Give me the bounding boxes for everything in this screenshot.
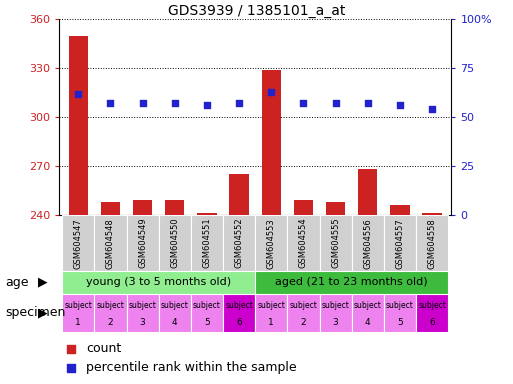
Text: GSM604556: GSM604556 bbox=[363, 218, 372, 268]
Bar bbox=[94, 294, 127, 332]
Bar bbox=[287, 294, 320, 332]
Text: GSM604547: GSM604547 bbox=[74, 218, 83, 268]
Bar bbox=[255, 294, 287, 332]
Point bbox=[364, 100, 372, 106]
Text: subject: subject bbox=[129, 301, 156, 310]
Bar bbox=[223, 294, 255, 332]
Point bbox=[67, 346, 75, 352]
Text: GSM604553: GSM604553 bbox=[267, 218, 276, 268]
Bar bbox=[159, 294, 191, 332]
Bar bbox=[198, 214, 216, 215]
Text: GSM604558: GSM604558 bbox=[428, 218, 437, 268]
Point bbox=[67, 365, 75, 371]
Bar bbox=[287, 215, 320, 271]
Bar bbox=[159, 215, 191, 271]
Text: GSM604557: GSM604557 bbox=[396, 218, 404, 268]
Point bbox=[267, 89, 275, 95]
Text: 5: 5 bbox=[204, 318, 210, 327]
Bar bbox=[390, 205, 409, 215]
Bar bbox=[384, 215, 416, 271]
Text: GSM604549: GSM604549 bbox=[138, 218, 147, 268]
Text: 6: 6 bbox=[236, 318, 242, 327]
Text: GSM604550: GSM604550 bbox=[170, 218, 180, 268]
Point bbox=[171, 100, 179, 106]
Bar bbox=[352, 294, 384, 332]
Text: subject: subject bbox=[289, 301, 318, 310]
Bar bbox=[191, 294, 223, 332]
Bar bbox=[62, 215, 94, 271]
Bar bbox=[127, 294, 159, 332]
Point bbox=[300, 100, 308, 106]
Text: 1: 1 bbox=[268, 318, 274, 327]
Text: aged (21 to 23 months old): aged (21 to 23 months old) bbox=[275, 277, 428, 287]
Point bbox=[235, 100, 243, 106]
Bar bbox=[416, 294, 448, 332]
Text: subject: subject bbox=[258, 301, 285, 310]
Text: 6: 6 bbox=[429, 318, 435, 327]
Text: subject: subject bbox=[64, 301, 92, 310]
Text: ▶: ▶ bbox=[38, 306, 47, 319]
Bar bbox=[262, 70, 281, 215]
Text: 5: 5 bbox=[397, 318, 403, 327]
Text: GSM604548: GSM604548 bbox=[106, 218, 115, 268]
Point bbox=[106, 100, 114, 106]
Text: 4: 4 bbox=[365, 318, 370, 327]
Bar bbox=[352, 215, 384, 271]
Point bbox=[74, 91, 83, 97]
Bar bbox=[320, 294, 352, 332]
Bar bbox=[294, 200, 313, 215]
Bar bbox=[62, 294, 94, 332]
Text: 3: 3 bbox=[333, 318, 339, 327]
Text: subject: subject bbox=[354, 301, 382, 310]
Bar bbox=[358, 169, 378, 215]
Text: specimen: specimen bbox=[5, 306, 66, 319]
Text: percentile rank within the sample: percentile rank within the sample bbox=[87, 361, 297, 374]
Point bbox=[203, 102, 211, 108]
Text: 2: 2 bbox=[108, 318, 113, 327]
Bar bbox=[94, 215, 127, 271]
Text: age: age bbox=[5, 276, 29, 289]
Bar bbox=[127, 215, 159, 271]
Text: 2: 2 bbox=[301, 318, 306, 327]
Bar bbox=[101, 202, 120, 215]
Bar bbox=[255, 215, 287, 271]
Bar bbox=[320, 215, 352, 271]
Point bbox=[428, 106, 436, 113]
Bar bbox=[326, 202, 345, 215]
Text: subject: subject bbox=[161, 301, 189, 310]
Bar bbox=[191, 215, 223, 271]
Bar bbox=[165, 200, 185, 215]
Point bbox=[331, 100, 340, 106]
Text: GSM604551: GSM604551 bbox=[203, 218, 211, 268]
Text: GSM604552: GSM604552 bbox=[234, 218, 244, 268]
Bar bbox=[69, 36, 88, 215]
Bar bbox=[423, 214, 442, 215]
Text: subject: subject bbox=[96, 301, 124, 310]
Text: 1: 1 bbox=[75, 318, 81, 327]
Bar bbox=[229, 174, 249, 215]
Bar bbox=[255, 271, 448, 294]
Text: 4: 4 bbox=[172, 318, 177, 327]
Text: subject: subject bbox=[418, 301, 446, 310]
Text: GSM604555: GSM604555 bbox=[331, 218, 340, 268]
Bar bbox=[133, 200, 152, 215]
Bar bbox=[223, 215, 255, 271]
Point bbox=[139, 100, 147, 106]
Text: ▶: ▶ bbox=[38, 276, 47, 289]
Bar bbox=[62, 271, 255, 294]
Text: young (3 to 5 months old): young (3 to 5 months old) bbox=[86, 277, 231, 287]
Text: GDS3939 / 1385101_a_at: GDS3939 / 1385101_a_at bbox=[168, 4, 345, 18]
Text: subject: subject bbox=[193, 301, 221, 310]
Text: GSM604554: GSM604554 bbox=[299, 218, 308, 268]
Text: subject: subject bbox=[386, 301, 414, 310]
Text: subject: subject bbox=[225, 301, 253, 310]
Text: subject: subject bbox=[322, 301, 349, 310]
Point bbox=[396, 102, 404, 108]
Bar bbox=[384, 294, 416, 332]
Text: 3: 3 bbox=[140, 318, 146, 327]
Bar bbox=[416, 215, 448, 271]
Text: count: count bbox=[87, 342, 122, 355]
